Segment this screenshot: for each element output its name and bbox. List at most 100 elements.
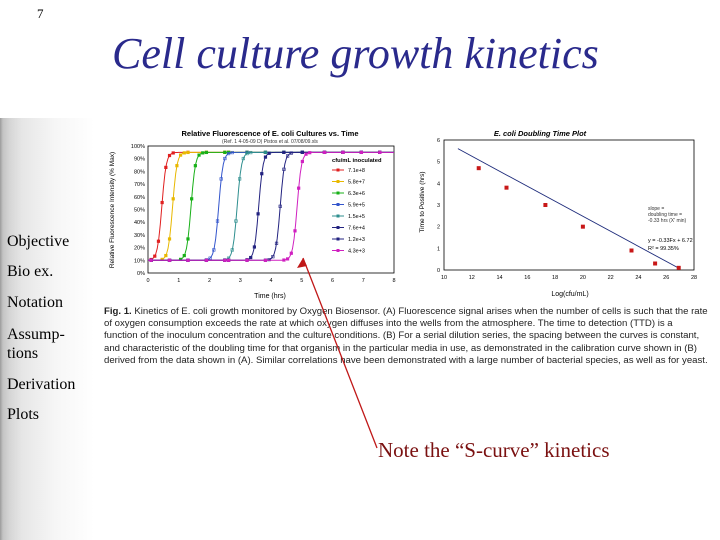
caption-figure-label: Fig. 1. [104,306,132,317]
chart-b-x-tick-label: 28 [691,275,697,281]
chart-a-point [245,151,249,156]
chart-a-point [245,258,249,262]
sidebar-item-bio-ex[interactable]: Bio ex. [7,263,54,280]
chart-a-point [153,254,157,258]
chart-a-x-tick-label: 1 [177,278,180,284]
chart-a-plot-area [147,145,395,274]
chart-a-x-tick-label: 3 [239,278,242,284]
chart-a-legend-marker [336,168,340,172]
slide-title: Cell culture growth kinetics [112,29,599,78]
caption-text: Kinetics of E. coli growth monitored by … [104,306,708,366]
chart-b-x-tick-label: 26 [663,275,669,281]
chart-b-x-tick-label: 14 [496,275,502,281]
chart-a-legend: 7.1e+8 5.8e+7 6.3e+6 5.9e+5 1.5e+5 7.6e+4 1.2e… [332,168,365,255]
chart-a-point [226,258,231,262]
chart-a-point [230,248,234,252]
chart-a-point [190,197,194,201]
chart-a-point [282,150,286,154]
chart-a-y-ticks: 100% 90% 80% 70% 60% 50% 40% 30% 20% 10% 0% [131,144,145,277]
chart-a-point [226,151,231,156]
chart-a-point [167,153,172,158]
chart-a-point [171,151,175,155]
chart-a-point [193,164,197,168]
sidebar-item-plots[interactable]: Plots [7,406,40,423]
chart-a-legend-label: 5.8e+7 [348,180,365,186]
chart-a-point [149,258,153,262]
chart-a-point [164,165,168,170]
chart-a-legend-marker [336,237,340,241]
sidebar-item-notation[interactable]: Notation [7,294,63,311]
chart-a-point [175,164,179,168]
sidebar-item-derivation[interactable]: Derivation [7,376,76,393]
chart-b-title: E. coli Doubling Time Plot [494,130,587,138]
chart-a-series [147,150,394,262]
chart-b-x-tick-label: 12 [469,275,475,281]
chart-a-point [208,256,212,260]
chart-a-y-tick-label: 0% [137,271,145,277]
chart-a-point [274,241,279,245]
chart-a-point [249,255,253,260]
chart-a-y-tick-label: 80% [134,169,145,175]
chart-a-point [263,258,268,262]
chart-b-x-tick-label: 20 [580,275,586,281]
chart-a-legend-label: 5.9e+5 [348,203,365,209]
figure-panels: Relative Fluorescence of E. coli Culture… [109,130,697,300]
chart-b-point [476,166,481,171]
chart-a-point [378,150,382,154]
chart-a-point [289,251,293,255]
chart-a-point [223,150,227,154]
chart-a-point [267,258,271,262]
figure-caption: Fig. 1. Kinetics of E. coli growth monit… [104,306,708,367]
chart-a-legend-marker [336,191,340,195]
chart-a-x-tick-label: 8 [392,278,395,284]
chart-b-point [543,203,548,207]
chart-b-x-tick-label: 10 [441,275,447,281]
chart-b-y-tick-label: 6 [437,138,440,144]
chart-a-point [286,257,290,261]
chart-a-y-tick-label: 20% [134,246,145,252]
slide-number: 7 [37,6,44,21]
chart-a-point [322,150,327,154]
chart-b-point [653,261,658,266]
chart-a-point [300,150,304,154]
chart-a-point [201,151,205,155]
chart-a-x-label: Time (hrs) [254,293,286,300]
chart-a-point [167,258,172,262]
chart-a-x-ticks: 0 1 2 3 4 5 6 7 8 [146,278,395,284]
chart-a-point [167,237,172,241]
chart-a-point [286,154,290,158]
chart-a-x-tick-label: 5 [300,278,303,284]
chart-a-point [186,237,190,241]
chart-a-point [182,253,186,258]
chart-a-point [293,229,297,233]
chart-a-point [263,150,268,154]
chart-a-legend-label: 7.6e+4 [348,226,365,232]
chart-a-point [282,258,286,262]
chart-a-point [238,177,242,181]
chart-a-point [186,258,190,262]
chart-b-y-label: Time to Positive (hrs) [419,171,426,232]
chart-a-point [300,159,304,164]
chart-a-point [212,248,216,252]
chart-a-y-tick-label: 100% [131,144,145,150]
sidebar-item-assumptions[interactable]: Assump- tions [7,325,65,363]
sidebar-item-objective[interactable]: Objective [7,233,70,250]
chart-b-x-label: Log(cfu/mL) [551,291,588,298]
chart-a-point [260,172,264,176]
chart-b-y-tick-label: 0 [437,268,440,274]
chart-a-point [304,152,308,156]
chart-a-legend-label: 6.3e+6 [348,191,365,197]
chart-a-point [186,150,190,155]
chart-b-y-tick-label: 1 [437,246,440,252]
chart-a-legend-marker [336,249,340,252]
chart-a-point [249,150,253,155]
chart-a-legend-marker [336,203,340,206]
chart-a-y-tick-label: 70% [134,182,145,188]
note-text: Note the “S-curve” kinetics [378,438,610,462]
chart-a-point [182,151,186,155]
chart-b-fit-line [457,148,681,270]
chart-a-point [341,150,345,154]
chart-a-point [297,186,301,190]
chart-a-point [308,151,312,155]
chart-b-y-ticks: 0 1 2 3 4 5 6 [437,138,440,274]
